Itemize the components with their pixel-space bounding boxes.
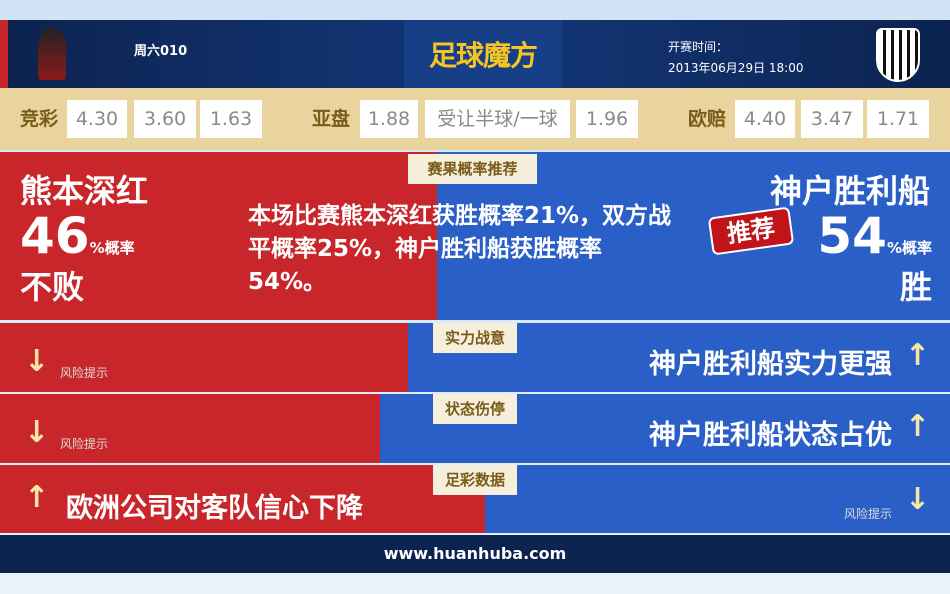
away-team-name: 神户胜利船 bbox=[769, 172, 930, 210]
site-url[interactable]: www.huanhuba.com bbox=[383, 544, 567, 563]
home-team-logo bbox=[38, 28, 66, 80]
risk-hint: 风险提示 bbox=[60, 437, 109, 451]
op-odd-draw: 3.47 bbox=[801, 100, 863, 138]
risk-hint: 风险提示 bbox=[60, 366, 109, 380]
app-logo: 足球魔方 bbox=[428, 39, 538, 72]
prob-tag: 赛果概率推荐 bbox=[408, 154, 537, 184]
home-result: 不败 bbox=[20, 268, 85, 306]
lottery-tag: 足彩数据 bbox=[433, 465, 517, 495]
jc-odd-away: 1.63 bbox=[200, 100, 262, 138]
home-pct: 46%概率 bbox=[20, 207, 135, 265]
lottery-text: 欧洲公司对客队信心下降 bbox=[66, 493, 363, 524]
header: 周六010 足球魔方 开赛时间： 2013年06月29日 18:00 bbox=[0, 20, 950, 88]
away-team-logo bbox=[876, 28, 920, 82]
away-pct: 54%概率 bbox=[817, 207, 932, 265]
row-lottery-home bbox=[0, 465, 485, 533]
arrow-down-icon: ↓ bbox=[904, 482, 930, 517]
jc-label: 竞彩 bbox=[20, 108, 59, 130]
home-prob-panel bbox=[0, 152, 437, 320]
row-strength-home bbox=[0, 323, 408, 392]
match-number: 周六010 bbox=[134, 44, 188, 59]
jc-odd-draw: 3.60 bbox=[134, 100, 196, 138]
arrow-up-icon: ↑ bbox=[24, 480, 50, 515]
row-form-home bbox=[0, 394, 380, 463]
yp-handicap: 受让半球/一球 bbox=[425, 100, 570, 138]
kickoff-label: 开赛时间： bbox=[668, 40, 729, 54]
footer: www.huanhuba.com bbox=[0, 535, 950, 573]
home-team-name: 熊本深红 bbox=[20, 172, 149, 210]
form-tag: 状态伤停 bbox=[433, 394, 517, 424]
yp-label: 亚盘 bbox=[312, 108, 351, 130]
yp-odd-home: 1.88 bbox=[360, 100, 418, 138]
op-label: 欧赔 bbox=[688, 108, 727, 130]
logo-panel: 足球魔方 bbox=[404, 20, 562, 88]
yp-odd-away: 1.96 bbox=[576, 100, 638, 138]
away-result: 胜 bbox=[899, 268, 932, 306]
arrow-down-icon: ↓ bbox=[24, 344, 50, 379]
op-odd-home: 4.40 bbox=[735, 100, 795, 138]
row-lottery-away bbox=[485, 465, 950, 533]
op-odd-away: 1.71 bbox=[867, 100, 929, 138]
arrow-down-icon: ↓ bbox=[24, 415, 50, 450]
arrow-up-icon: ↑ bbox=[904, 409, 930, 444]
strength-tag: 实力战意 bbox=[433, 323, 517, 353]
strength-text: 神户胜利船实力更强 bbox=[649, 349, 892, 380]
jc-odd-home: 4.30 bbox=[67, 100, 127, 138]
odds-bar: 竞彩 4.30 3.60 1.63 亚盘 1.88 受让半球/一球 1.96 欧… bbox=[0, 88, 950, 150]
kickoff-time: 2013年06月29日 18:00 bbox=[668, 61, 804, 75]
form-text: 神户胜利船状态占优 bbox=[649, 420, 892, 451]
prob-summary: 本场比赛熊本深红获胜概率21%，双方战平概率25%，神户胜利船获胜概率54%。 bbox=[248, 203, 672, 295]
risk-hint: 风险提示 bbox=[843, 507, 892, 521]
arrow-up-icon: ↑ bbox=[904, 338, 930, 373]
